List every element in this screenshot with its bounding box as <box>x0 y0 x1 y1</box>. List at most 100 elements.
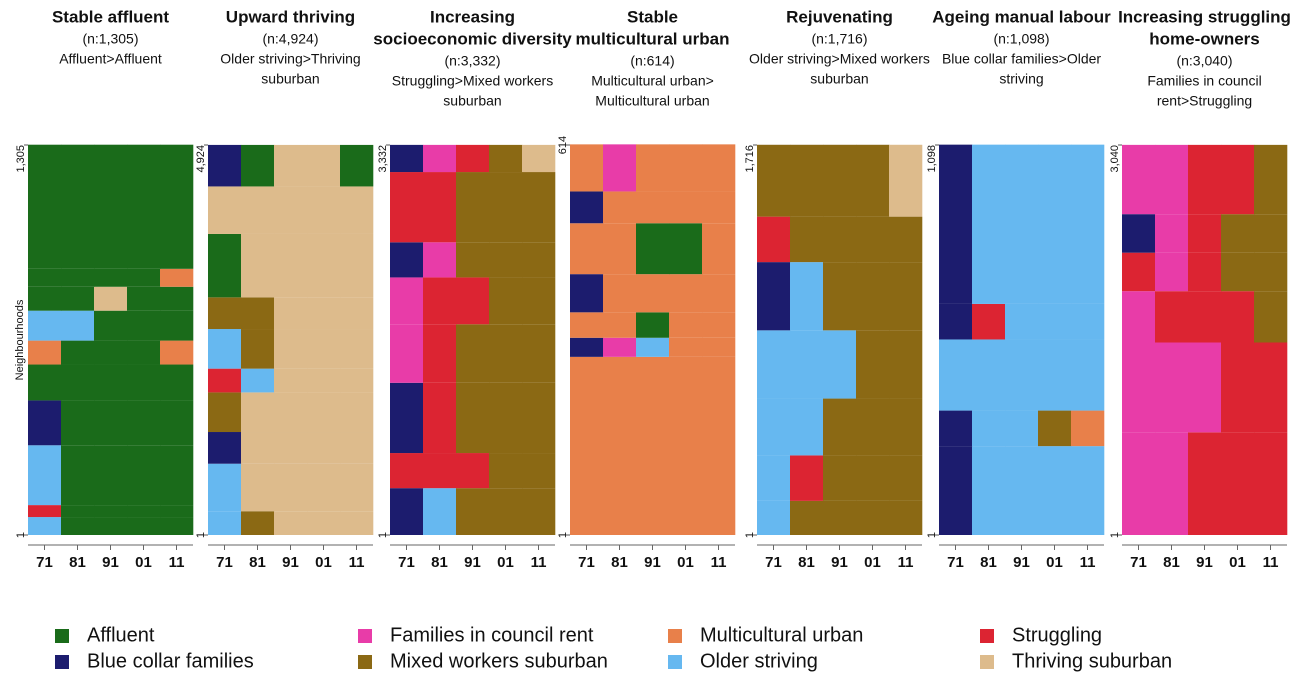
sequence-cell <box>274 368 308 393</box>
sequence-cell <box>160 286 194 311</box>
panel-subtitle: Older striving>Mixed workers <box>749 51 930 67</box>
sequence-cell <box>241 297 275 330</box>
panel-title: Rejuvenating <box>786 7 893 26</box>
x-tick-label: 71 <box>216 554 233 571</box>
panel-subtitle: rent>Struggling <box>1157 93 1252 109</box>
sequence-cell <box>1122 291 1156 343</box>
sequence-cell <box>61 340 95 365</box>
sequence-cell <box>307 392 341 433</box>
panel-n: (n:4,924) <box>262 31 318 47</box>
sequence-cell <box>61 286 95 311</box>
sequence-cell <box>28 400 62 446</box>
panel-title: Increasing struggling <box>1118 7 1291 26</box>
sequence-cell <box>636 312 670 338</box>
sequence-cell <box>823 398 857 456</box>
sequence-cell <box>636 337 670 357</box>
sequence-cell <box>390 172 424 243</box>
sequence-cell <box>127 445 161 506</box>
x-tick-label: 81 <box>431 554 448 571</box>
sequence-cell <box>636 144 670 192</box>
sequence-cell <box>603 191 637 224</box>
sequence-cell <box>61 364 95 401</box>
x-tick-label: 71 <box>36 554 53 571</box>
sequence-cell <box>702 312 736 338</box>
legend-swatch <box>980 655 994 669</box>
sequence-cell <box>61 445 95 506</box>
sequence-cell <box>423 382 457 454</box>
sequence-cell <box>522 242 556 278</box>
legend-label: Older striving <box>700 650 818 672</box>
sequence-cell <box>423 144 457 173</box>
legend-label: Multicultural urban <box>700 624 863 646</box>
x-tick-label: 01 <box>1229 554 1246 571</box>
panel-subtitle: Multicultural urban> <box>591 73 714 89</box>
sequence-cell <box>241 392 275 433</box>
sequence-cell <box>1071 446 1105 535</box>
sequence-cell <box>790 455 824 501</box>
sequence-cell <box>94 310 128 341</box>
sequence-cell <box>127 505 161 518</box>
sequence-cell <box>823 216 857 263</box>
sequence-cell <box>856 262 890 331</box>
sequence-cell <box>489 488 523 535</box>
sequence-cell <box>939 446 973 535</box>
x-tick-label: 01 <box>315 554 332 571</box>
sequence-cell <box>241 233 275 298</box>
sequence-cell <box>489 453 523 489</box>
sequence-cell <box>669 191 703 224</box>
sequence-cell <box>340 392 374 433</box>
y-tick-label: 1 <box>15 532 27 538</box>
panel-n: (n:1,716) <box>811 31 867 47</box>
sequence-cell <box>28 144 62 269</box>
sequence-cell <box>489 277 523 325</box>
sequence-cell <box>340 297 374 330</box>
sequence-cell <box>939 144 973 304</box>
sequence-cell <box>274 144 308 187</box>
x-tick-label: 81 <box>249 554 266 571</box>
sequence-cell <box>889 262 923 331</box>
panel-title: Upward thriving <box>226 7 355 26</box>
sequence-cell <box>423 242 457 278</box>
y-tick-label: 1,716 <box>744 145 756 173</box>
sequence-cell <box>603 144 637 192</box>
panel-n: (n:3,040) <box>1176 53 1232 69</box>
sequence-cell <box>603 274 637 313</box>
y-tick-label: 1 <box>377 532 389 538</box>
sequence-cell <box>160 340 194 365</box>
legend-swatch <box>55 629 69 643</box>
panel-subtitle: suburban <box>443 93 501 109</box>
panel-subtitle: striving <box>999 71 1043 87</box>
sequence-cell <box>489 242 523 278</box>
sequence-cell <box>570 337 604 357</box>
sequence-cell <box>1155 214 1189 253</box>
sequence-cell <box>1005 303 1039 340</box>
legend-swatch <box>980 629 994 643</box>
x-tick-label: 91 <box>102 554 119 571</box>
y-tick-label: 1 <box>195 532 207 538</box>
sequence-cell <box>160 310 194 341</box>
sequence-cell <box>636 223 670 275</box>
sequence-cell <box>456 277 490 325</box>
sequence-cell <box>307 186 341 234</box>
sequence-cell <box>856 455 890 501</box>
sequence-cell <box>702 223 736 275</box>
sequence-cell <box>939 303 973 340</box>
sequence-cell <box>1155 144 1189 215</box>
sequence-cell <box>489 172 523 243</box>
x-tick-label: 01 <box>135 554 152 571</box>
sequence-cell <box>61 268 95 287</box>
sequence-cell <box>856 500 890 535</box>
sequence-cell <box>1005 410 1039 447</box>
x-tick-label: 71 <box>1130 554 1147 571</box>
sequence-cell <box>160 364 194 401</box>
sequence-cell <box>939 410 973 447</box>
x-tick-label: 91 <box>644 554 661 571</box>
sequence-cell <box>1221 144 1255 215</box>
x-tick-label: 71 <box>578 554 595 571</box>
sequence-cell <box>94 517 128 535</box>
sequence-cell <box>390 324 424 383</box>
sequence-cell <box>889 144 923 217</box>
sequence-cell <box>1188 342 1222 433</box>
sequence-cell <box>390 242 424 278</box>
sequence-cell <box>390 382 424 454</box>
